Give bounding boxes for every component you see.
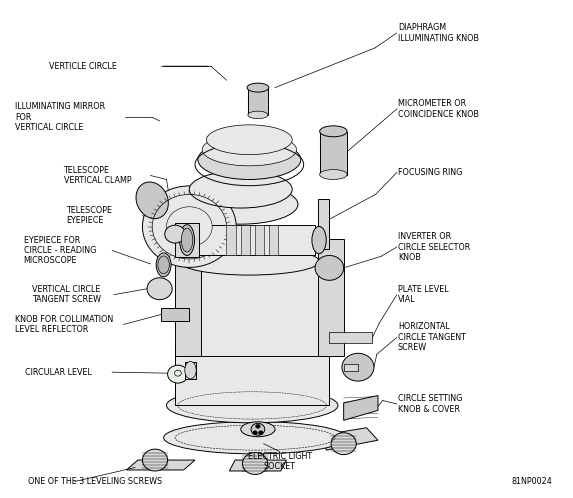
Circle shape <box>331 433 356 455</box>
Polygon shape <box>344 395 378 420</box>
Text: TELESCOPE
VERTICAL CLAMP: TELESCOPE VERTICAL CLAMP <box>64 166 131 185</box>
Circle shape <box>256 424 260 428</box>
Text: KNOB FOR COLLIMATION
LEVEL REFLECTOR: KNOB FOR COLLIMATION LEVEL REFLECTOR <box>15 315 113 334</box>
Circle shape <box>253 431 257 435</box>
Bar <box>241 225 250 255</box>
Circle shape <box>143 186 236 267</box>
Text: DIAPHRAGM
ILLUMINATING KNOB: DIAPHRAGM ILLUMINATING KNOB <box>398 23 479 43</box>
Ellipse shape <box>183 184 298 224</box>
Ellipse shape <box>320 126 347 137</box>
Polygon shape <box>321 428 378 450</box>
Text: MICROMETER OR
COINCIDENCE KNOB: MICROMETER OR COINCIDENCE KNOB <box>398 99 479 119</box>
Bar <box>175 223 199 257</box>
Bar <box>318 199 329 249</box>
Text: TELESCOPE
EYEPIECE: TELESCOPE EYEPIECE <box>66 206 112 226</box>
Text: FOCUSING RING: FOCUSING RING <box>398 168 462 177</box>
Bar <box>344 364 358 371</box>
Bar <box>269 225 278 255</box>
Ellipse shape <box>198 140 301 179</box>
Ellipse shape <box>164 422 347 454</box>
Text: CIRCLE SETTING
KNOB & COVER: CIRCLE SETTING KNOB & COVER <box>398 394 462 414</box>
Circle shape <box>168 365 188 383</box>
Bar <box>192 225 315 255</box>
Text: EYEPIECE FOR
CIRCLE - READING
MICROSCOPE: EYEPIECE FOR CIRCLE - READING MICROSCOPE <box>23 236 96 265</box>
Circle shape <box>251 423 265 435</box>
Bar <box>175 239 201 356</box>
Bar <box>175 346 329 405</box>
Bar <box>320 132 347 174</box>
Bar <box>255 225 264 255</box>
Circle shape <box>165 225 185 243</box>
Circle shape <box>342 353 374 381</box>
Ellipse shape <box>312 227 326 253</box>
Polygon shape <box>229 460 286 471</box>
Ellipse shape <box>241 422 275 437</box>
Bar <box>226 225 236 255</box>
Bar <box>161 308 189 321</box>
Ellipse shape <box>181 228 193 252</box>
Ellipse shape <box>202 133 296 166</box>
Circle shape <box>147 278 172 300</box>
Ellipse shape <box>167 388 338 423</box>
Circle shape <box>143 449 168 471</box>
Circle shape <box>167 207 212 247</box>
Bar <box>185 362 196 379</box>
Text: INVERTER OR
CIRCLE SELECTOR
KNOB: INVERTER OR CIRCLE SELECTOR KNOB <box>398 232 470 262</box>
Text: VERTICLE CIRCLE: VERTICLE CIRCLE <box>49 62 117 71</box>
Ellipse shape <box>206 125 292 155</box>
Ellipse shape <box>179 225 194 255</box>
Circle shape <box>242 453 268 475</box>
Ellipse shape <box>158 256 169 274</box>
Text: PLATE LEVEL
VIAL: PLATE LEVEL VIAL <box>398 285 449 304</box>
Ellipse shape <box>247 83 269 92</box>
Bar <box>318 239 344 356</box>
Ellipse shape <box>185 362 196 379</box>
Text: HORIZONTAL
CIRCLE TANGENT
SCREW: HORIZONTAL CIRCLE TANGENT SCREW <box>398 323 466 352</box>
Circle shape <box>258 431 263 435</box>
Bar <box>329 333 372 343</box>
Ellipse shape <box>248 111 268 119</box>
Text: CIRCULAR LEVEL: CIRCULAR LEVEL <box>25 368 92 376</box>
Circle shape <box>315 255 344 280</box>
Text: ONE OF THE 3 LEVELING SCREWS: ONE OF THE 3 LEVELING SCREWS <box>28 478 162 487</box>
Polygon shape <box>127 460 195 470</box>
Ellipse shape <box>156 253 171 277</box>
Bar <box>180 261 327 356</box>
Ellipse shape <box>189 171 292 208</box>
Ellipse shape <box>136 182 168 219</box>
Bar <box>248 88 268 115</box>
Text: 81NP0024: 81NP0024 <box>512 478 552 487</box>
Text: VERTICAL CIRCLE
TANGENT SCREW: VERTICAL CIRCLE TANGENT SCREW <box>32 285 101 304</box>
Ellipse shape <box>179 248 319 275</box>
Text: ELECTRIC LIGHT
SOCKET: ELECTRIC LIGHT SOCKET <box>248 452 312 471</box>
Text: ILLUMINATING MIRROR
FOR
VERTICAL CIRCLE: ILLUMINATING MIRROR FOR VERTICAL CIRCLE <box>15 103 105 132</box>
Ellipse shape <box>320 169 347 179</box>
